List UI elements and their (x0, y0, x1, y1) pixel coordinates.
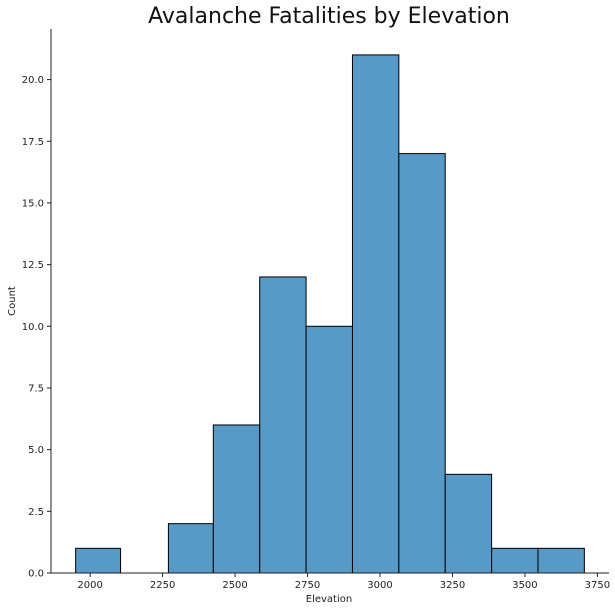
histogram-bar-10 (537, 547, 585, 574)
x-tick-label: 3750 (585, 580, 610, 591)
y-tick-label: 20.0 (22, 75, 44, 86)
x-tick-label: 2000 (77, 580, 102, 591)
x-tick-label: 2500 (222, 580, 247, 591)
y-tick-label: 0.0 (28, 569, 44, 580)
y-tick-label: 2.5 (28, 507, 44, 518)
x-ticks-group: 2000 2250 2500 2750 3000 3250 3500 3750 (77, 573, 610, 591)
histogram-bar-8 (444, 473, 493, 574)
histogram-bar-3 (212, 424, 261, 574)
y-tick-label: 12.5 (22, 260, 44, 271)
histogram-bar-9 (491, 547, 539, 574)
x-axis-label: Elevation (306, 594, 352, 605)
x-tick-label: 2250 (150, 580, 175, 591)
y-ticks-group: 0.0 2.5 5.0 7.5 10.0 12.5 15.0 17.5 20.0 (22, 75, 51, 580)
y-axis-label: Count (7, 286, 18, 316)
x-tick-label: 3500 (512, 580, 537, 591)
bars-group (75, 54, 585, 574)
chart-title: Avalanche Fatalities by Elevation (148, 4, 510, 29)
histogram-bar-6 (351, 54, 400, 574)
histogram-bar-5 (305, 325, 353, 574)
histogram-bar-4 (259, 276, 307, 574)
y-tick-label: 17.5 (22, 137, 44, 148)
histogram-bar-0 (75, 547, 122, 574)
y-tick-label: 10.0 (22, 322, 44, 333)
histogram-bar-7 (398, 153, 446, 574)
y-tick-label: 15.0 (22, 198, 44, 209)
y-tick-label: 7.5 (28, 383, 44, 394)
histogram-bar-2 (167, 523, 214, 574)
x-tick-label: 2750 (295, 580, 320, 591)
x-tick-label: 3000 (367, 580, 392, 591)
x-tick-label: 3250 (440, 580, 465, 591)
y-tick-label: 5.0 (28, 445, 44, 456)
